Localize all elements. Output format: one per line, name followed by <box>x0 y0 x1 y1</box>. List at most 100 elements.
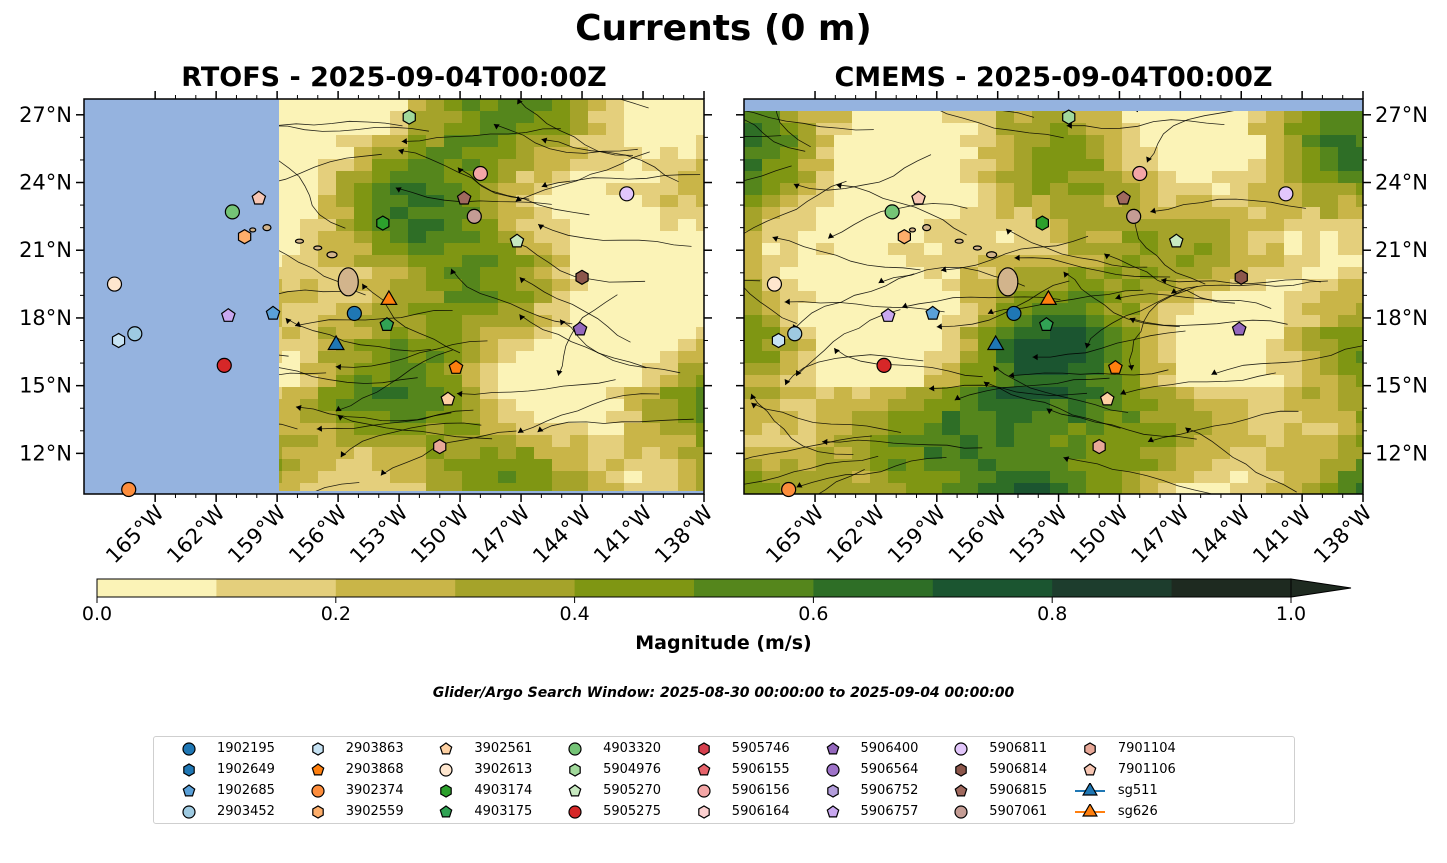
marker-4903175 <box>1038 316 1054 331</box>
legend-marker-5906400 <box>826 742 839 755</box>
legend-label: 5906164 <box>731 804 790 819</box>
marker-5904976 <box>402 109 416 125</box>
marker-3902559 <box>237 229 252 245</box>
x-tick-label: 165°W <box>101 500 169 568</box>
marker-2903868 <box>1107 359 1123 374</box>
legend-marker-5904976 <box>569 763 581 777</box>
marker-5906814 <box>1234 269 1248 285</box>
island-shape <box>326 251 338 259</box>
island-shape <box>313 245 323 251</box>
marker-7901104 <box>433 438 447 455</box>
y-tick-label: 21°N <box>1375 238 1428 262</box>
y-tick-label: 21°N <box>19 238 72 262</box>
y-tick-label: 24°N <box>19 171 72 195</box>
marker-1902685 <box>265 305 281 320</box>
marker-3902613 <box>106 276 123 292</box>
no-data-mask <box>744 99 1363 111</box>
legend-marker-4903175 <box>439 805 453 818</box>
x-tick-label: 165°W <box>761 500 829 568</box>
colorbar-label: Magnitude (m/s) <box>635 632 812 654</box>
x-tick-label: 156°W <box>284 500 352 568</box>
legend-label: 5906400 <box>860 741 919 756</box>
x-tick-label: 156°W <box>944 500 1012 568</box>
legend-label: sg511 <box>1117 783 1158 798</box>
legend-label: 3902559 <box>345 804 404 819</box>
x-tick-label: 138°W <box>650 500 718 568</box>
marker-5905270 <box>509 233 525 248</box>
y-tick-label: 12°N <box>19 441 72 465</box>
marker-5907061 <box>1126 208 1142 224</box>
x-tick-label: 150°W <box>1066 500 1134 568</box>
island-shape <box>908 227 917 233</box>
marker-1902195 <box>1006 305 1022 322</box>
marker-5906400 <box>1231 321 1247 336</box>
island-shape <box>294 238 305 244</box>
island-shape <box>249 227 257 233</box>
marker-3902374 <box>121 481 137 498</box>
colorbar-tick-label: 0.8 <box>1037 603 1068 625</box>
marker-5906815 <box>456 190 472 205</box>
x-tick-label: 150°W <box>406 500 474 568</box>
marker-5907061 <box>466 208 482 224</box>
y-tick-label: 15°N <box>1375 374 1428 398</box>
legend-label: 7901104 <box>1117 741 1176 756</box>
legend-label: 5906564 <box>860 762 919 777</box>
legend-marker-sg511 <box>1081 783 1098 796</box>
legend-marker-5905746 <box>697 742 710 756</box>
colorbar-tick-label: 0.4 <box>559 603 590 625</box>
marker-5906814 <box>575 269 589 285</box>
x-tick-label: 141°W <box>1248 500 1316 568</box>
legend-label: 5905275 <box>603 804 661 819</box>
legend-label: 3902613 <box>474 762 533 777</box>
legend-label: 5906156 <box>731 783 790 798</box>
panel-rtofs: 165°W162°W159°W156°W153°W150°W147°W144°W… <box>19 91 718 568</box>
legend-marker-1902685 <box>182 784 196 797</box>
legend-label: 1902685 <box>217 783 275 798</box>
x-tick-label: 153°W <box>1005 500 1073 568</box>
x-tick-label: 144°W <box>528 500 596 568</box>
x-tick-label: 153°W <box>345 500 413 568</box>
island-shape <box>985 251 998 259</box>
legend: 1902195 1902649 1902685 2903452 2903863 29038… <box>153 736 1295 824</box>
marker-sg511 <box>327 334 345 351</box>
legend-marker-5905270 <box>568 784 582 797</box>
legend-marker-5906815 <box>954 784 968 797</box>
colorbar-tick-label: 0.2 <box>320 603 351 625</box>
marker-5906811 <box>1278 186 1294 202</box>
x-tick-label: 159°W <box>223 500 291 568</box>
colorbar-segment <box>694 579 814 597</box>
legend-marker-5906811 <box>954 742 968 756</box>
marker-3902374 <box>781 481 797 498</box>
colorbar <box>96 578 1352 603</box>
legend-label: 3902561 <box>474 741 533 756</box>
legend-label: 5906815 <box>989 783 1048 798</box>
colorbar-segment <box>932 579 1053 597</box>
legend-marker-4903320 <box>568 742 582 756</box>
island-shape <box>922 224 932 232</box>
x-tick-label: 147°W <box>467 500 535 568</box>
no-data-mask <box>84 99 279 494</box>
legend-marker-1902195 <box>182 742 196 756</box>
colorbar-segment <box>813 579 934 597</box>
colorbar-segment <box>216 579 337 597</box>
colorbar-tick-label: 0.0 <box>81 603 113 625</box>
island-shape <box>972 245 982 251</box>
marker-3902561 <box>1099 391 1115 406</box>
x-tick-label: 138°W <box>1309 500 1377 568</box>
marker-7901106 <box>911 190 926 205</box>
marker-4903320 <box>884 204 900 220</box>
x-tick-label: 162°W <box>162 500 230 568</box>
search-window-text: Glider/Argo Search Window: 2025-08-30 00… <box>432 685 1015 701</box>
legend-label: 5905746 <box>731 741 790 756</box>
legend-label: 3902374 <box>345 783 404 798</box>
panel-cmems: 165°W162°W159°W156°W153°W150°W147°W144°W… <box>736 91 1428 568</box>
marker-5906400 <box>572 321 588 336</box>
legend-label: 5906752 <box>860 783 919 798</box>
y-tick-label: 18°N <box>1375 306 1428 330</box>
panel-title-rtofs: RTOFS - 2025-09-04T00:00Z <box>181 62 607 93</box>
legend-label: 5907061 <box>989 804 1048 819</box>
legend-label: 4903320 <box>603 741 661 756</box>
marker-2903452 <box>127 326 143 342</box>
x-tick-label: 162°W <box>822 500 890 568</box>
marker-5904976 <box>1062 109 1076 125</box>
